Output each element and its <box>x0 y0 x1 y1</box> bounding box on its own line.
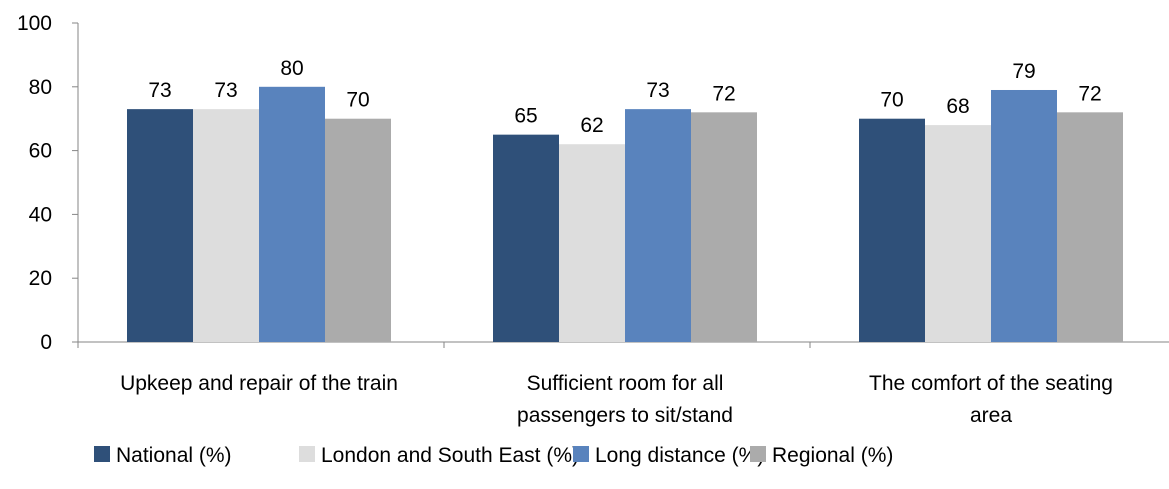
bar <box>925 125 991 342</box>
y-tick-label: 0 <box>40 331 52 354</box>
bar <box>991 89 1057 343</box>
legend-swatch <box>299 446 315 462</box>
legend-label: London and South East (%) <box>321 444 579 467</box>
legend-label: Long distance (%) <box>595 444 764 467</box>
bar <box>325 118 391 342</box>
legend-label: National (%) <box>116 444 232 467</box>
bar <box>1057 112 1123 342</box>
x-tick-label: passengers to sit/stand <box>517 404 733 427</box>
legend-swatch <box>750 446 766 462</box>
y-tick-label: 100 <box>17 12 52 35</box>
data-label: 80 <box>280 57 303 80</box>
y-tick-label: 20 <box>29 267 52 290</box>
legend-label: Regional (%) <box>772 444 893 467</box>
data-label: 73 <box>148 79 171 102</box>
bar <box>625 109 691 342</box>
data-label: 65 <box>514 105 537 128</box>
data-label: 70 <box>880 89 903 112</box>
y-tick-label: 60 <box>29 140 52 163</box>
x-tick-label: Upkeep and repair of the train <box>120 372 398 395</box>
data-label: 72 <box>712 82 735 105</box>
data-label: 68 <box>946 95 969 118</box>
data-label: 72 <box>1078 82 1101 105</box>
x-tick-label: Sufficient room for all <box>527 372 724 395</box>
bar <box>259 86 325 342</box>
bar <box>127 109 193 342</box>
bar <box>691 112 757 342</box>
x-tick-label: The comfort of the seating <box>869 372 1113 395</box>
data-label: 62 <box>580 114 603 137</box>
y-tick-label: 80 <box>29 76 52 99</box>
bar <box>859 118 925 342</box>
data-label: 73 <box>646 79 669 102</box>
bar <box>559 144 625 342</box>
legend-swatch <box>94 446 110 462</box>
data-label: 79 <box>1012 60 1035 83</box>
bar <box>493 134 559 342</box>
bar <box>193 109 259 342</box>
data-label: 73 <box>214 79 237 102</box>
data-label: 70 <box>346 89 369 112</box>
legend-swatch <box>573 446 589 462</box>
x-tick-label: area <box>970 404 1012 427</box>
y-tick-label: 40 <box>29 203 52 226</box>
